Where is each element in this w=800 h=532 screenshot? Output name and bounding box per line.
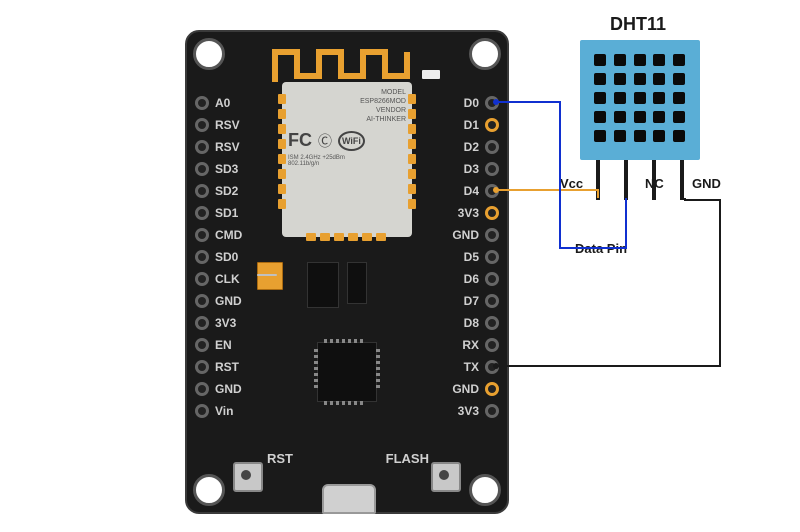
pin-d0: D0 (452, 92, 499, 114)
shield-text: 802.11b/g/n (288, 161, 319, 167)
label-vcc: Vcc (560, 176, 583, 191)
shield-text: +25dBm (322, 155, 345, 161)
shield-text: VENDOR (288, 106, 406, 115)
pin-d8: D8 (452, 312, 499, 334)
flash-button[interactable] (431, 462, 461, 492)
micro-usb-port (322, 484, 376, 514)
shield-text: MODEL (288, 88, 406, 97)
dht11-pin-vcc (596, 160, 600, 200)
pin-header-right: D0 D1 D2 D3 D4 3V3 GND D5 D6 D7 D8 RX TX… (452, 92, 499, 422)
pin-tx: TX (452, 356, 499, 378)
pin-a0: A0 (195, 92, 242, 114)
pin-d2: D2 (452, 136, 499, 158)
mount-hole (469, 474, 501, 506)
pin-vin: Vin (195, 400, 242, 422)
shield-text: ESP8266MOD (288, 97, 406, 106)
ce-logo-icon: Ⓒ (318, 131, 332, 151)
pin-sd1: SD1 (195, 202, 242, 224)
pin-rx: RX (452, 334, 499, 356)
pin-gnd: GND (195, 378, 242, 400)
capacitor (257, 262, 283, 290)
shield-text: AI-THINKER (288, 115, 406, 124)
label-nc: NC (645, 176, 664, 191)
pin-d4: D4 (452, 180, 499, 202)
pin-gnd: GND (452, 224, 499, 246)
label-data: Data Pin (575, 241, 627, 256)
wifi-logo-icon: WiFi (338, 131, 365, 151)
wire-vcc (496, 190, 598, 198)
pin-sd0: SD0 (195, 246, 242, 268)
dht11-sensor (580, 40, 700, 160)
pin-3v3: 3V3 (452, 202, 499, 224)
pcb-antenna (267, 44, 417, 86)
pin-gnd: GND (195, 290, 242, 312)
pin-cmd: CMD (195, 224, 242, 246)
reset-button-label: RST (267, 451, 293, 466)
mount-hole (193, 474, 225, 506)
pin-rst: RST (195, 356, 242, 378)
pin-d5: D5 (452, 246, 499, 268)
pin-gnd: GND (452, 378, 499, 400)
pin-3v3: 3V3 (452, 400, 499, 422)
dht11-grille (580, 54, 700, 142)
fc-logo: FC (288, 130, 312, 151)
dht11-title: DHT11 (610, 14, 666, 35)
pin-d3: D3 (452, 158, 499, 180)
pin-clk: CLK (195, 268, 242, 290)
pin-sd2: SD2 (195, 180, 242, 202)
pin-d7: D7 (452, 290, 499, 312)
pin-rsv: RSV (195, 136, 242, 158)
pin-3v3: 3V3 (195, 312, 242, 334)
capacitor (257, 274, 277, 276)
nodemcu-board: A0 RSV RSV SD3 SD2 SD1 CMD SD0 CLK GND 3… (185, 30, 509, 514)
smd-chip (307, 262, 339, 308)
esp8266-shield: MODEL ESP8266MOD VENDOR AI-THINKER FC Ⓒ … (282, 82, 412, 237)
smd-chip (347, 262, 367, 304)
pin-en: EN (195, 334, 242, 356)
label-gnd: GND (692, 176, 721, 191)
pin-d6: D6 (452, 268, 499, 290)
pin-sd3: SD3 (195, 158, 242, 180)
reset-button[interactable] (233, 462, 263, 492)
smd-led (422, 70, 440, 79)
wire-gnd (496, 198, 720, 366)
dht11-pin-gnd (680, 160, 684, 200)
dht11-pin-data (624, 160, 628, 200)
usb-serial-chip (317, 342, 377, 402)
pin-rsv: RSV (195, 114, 242, 136)
mount-hole (193, 38, 225, 70)
flash-button-label: FLASH (386, 451, 429, 466)
mount-hole (469, 38, 501, 70)
pin-d1: D1 (452, 114, 499, 136)
pin-header-left: A0 RSV RSV SD3 SD2 SD1 CMD SD0 CLK GND 3… (195, 92, 242, 422)
